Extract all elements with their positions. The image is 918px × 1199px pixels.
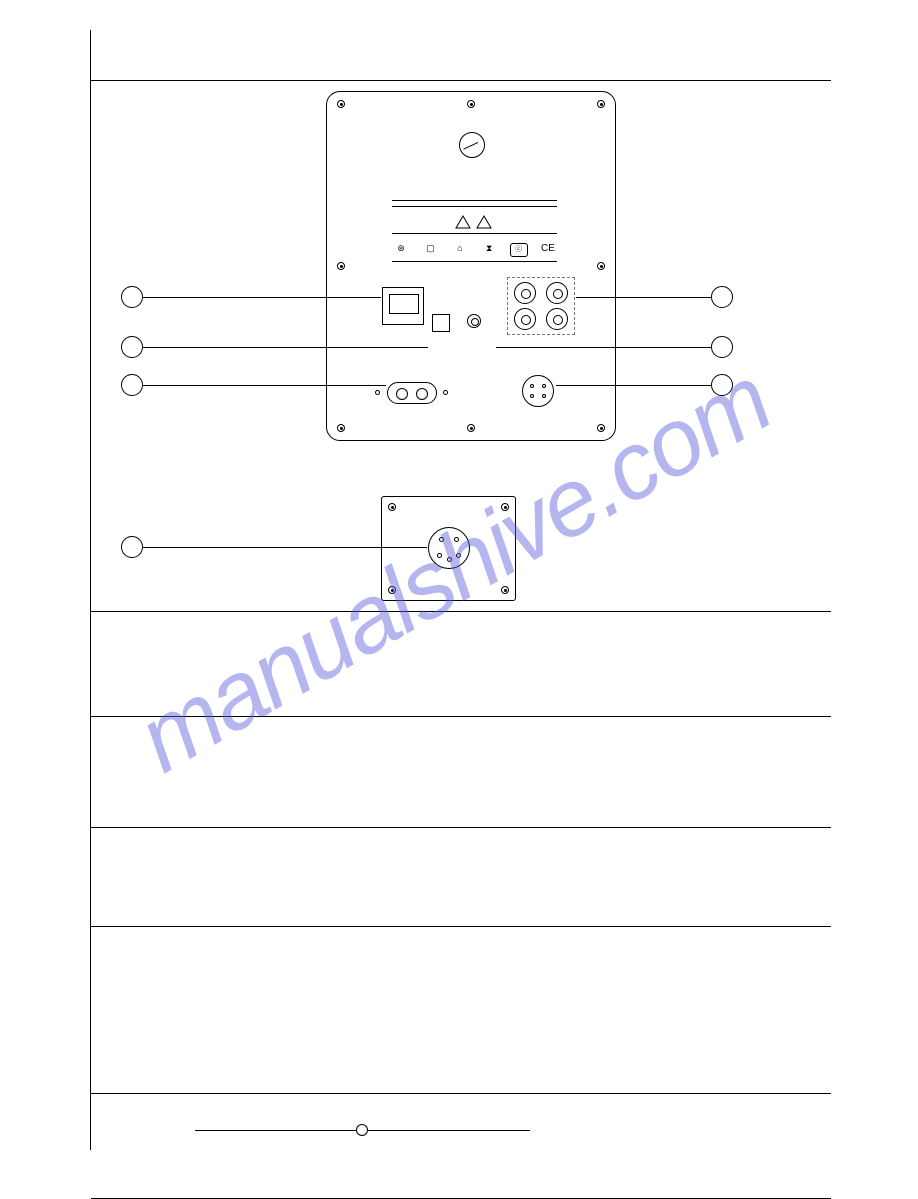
rca-jack-icon	[546, 282, 568, 304]
footer-page-marker-icon	[356, 1124, 368, 1136]
rca-jack-icon	[514, 282, 536, 304]
optical-port-icon	[432, 314, 450, 332]
callout-circle	[711, 374, 733, 396]
screw-icon	[388, 586, 396, 594]
rules-section	[91, 611, 830, 1199]
screw-icon	[337, 262, 345, 270]
rca-jack-icon	[514, 308, 536, 330]
warning-triangle-icon	[455, 215, 473, 229]
cert-icon: ⌂	[451, 243, 469, 257]
screw-icon	[388, 503, 396, 511]
indicator-dot-icon	[443, 390, 448, 395]
screw-icon	[467, 100, 475, 108]
screw-icon	[597, 100, 605, 108]
callout-lead	[576, 297, 712, 298]
ethernet-port-icon	[382, 287, 424, 325]
screw-icon	[597, 424, 605, 432]
callout-lead	[556, 385, 712, 386]
power-inlet-icon	[387, 382, 437, 404]
callout-circle	[711, 336, 733, 358]
rca-group-icon	[507, 277, 575, 335]
secondary-panel	[381, 496, 516, 601]
screw-icon	[337, 424, 345, 432]
callout-circle	[711, 286, 733, 308]
cert-ce-icon: CE	[539, 243, 557, 257]
callout-circle	[121, 536, 143, 558]
din-connector-icon	[522, 375, 554, 407]
cert-ccc-icon: ⓒ	[510, 243, 528, 257]
callout-lead	[143, 297, 381, 298]
cert-icon: ⊛	[392, 243, 410, 257]
main-back-panel: ⊛ ▢ ⌂ ⧗ ⓒ CE	[326, 91, 616, 441]
screw-icon	[501, 586, 509, 594]
rca-jack-icon	[546, 308, 568, 330]
callout-circle	[121, 374, 143, 396]
page-frame: ⊛ ▢ ⌂ ⧗ ⓒ CE	[90, 30, 830, 1150]
diagram-area: ⊛ ▢ ⌂ ⧗ ⓒ CE	[91, 81, 831, 611]
callout-circle	[121, 336, 143, 358]
din-connector-icon	[428, 527, 470, 569]
screw-icon	[597, 262, 605, 270]
cert-icon: ⧗	[480, 243, 498, 257]
callout-circle	[121, 286, 143, 308]
warning-triangle-icon	[476, 215, 494, 229]
callout-lead	[143, 385, 386, 386]
callout-lead	[143, 347, 428, 348]
screw-icon	[501, 503, 509, 511]
info-label-block: ⊛ ▢ ⌂ ⧗ ⓒ CE	[392, 200, 557, 267]
brand-logo-icon	[459, 132, 485, 158]
callout-lead	[496, 347, 712, 348]
screw-icon	[337, 100, 345, 108]
aux-jack-icon	[467, 314, 481, 328]
indicator-dot-icon	[375, 390, 380, 395]
cert-icon: ▢	[421, 243, 439, 257]
screw-icon	[467, 424, 475, 432]
callout-lead	[143, 547, 427, 548]
